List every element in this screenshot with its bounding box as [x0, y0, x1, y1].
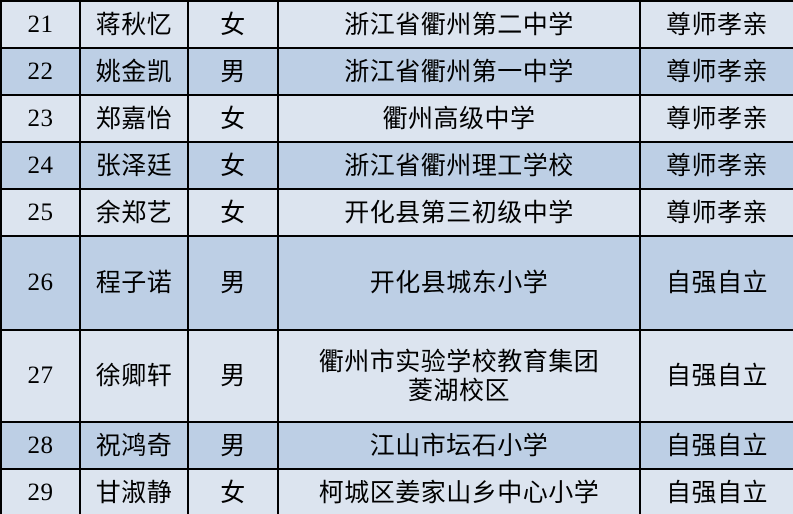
- table-row[interactable]: 25 余郑艺女 开化县第三初级中学 尊师孝亲: [0, 188, 793, 237]
- cell-name[interactable]: 余郑艺: [79, 188, 189, 237]
- cell-honor[interactable]: 尊师孝亲: [639, 188, 793, 237]
- cell-honor[interactable]: 尊师孝亲: [639, 47, 793, 96]
- cell-gender[interactable]: 女: [187, 188, 279, 237]
- cell-number[interactable]: 21: [0, 0, 81, 49]
- table-row[interactable]: 29 甘淑静女 柯城区姜家山乡中心小学 自强自立: [0, 468, 793, 514]
- cell-gender[interactable]: 女: [187, 0, 279, 49]
- school-name-line: 浙江省衢州第二中学: [344, 9, 574, 39]
- cell-gender[interactable]: 男: [187, 235, 279, 331]
- cell-school[interactable]: 浙江省衢州第二中学: [277, 0, 641, 49]
- cell-name[interactable]: 祝鸿奇: [79, 421, 189, 470]
- cell-name[interactable]: 蒋秋忆: [79, 0, 189, 49]
- cell-number[interactable]: 29: [0, 468, 81, 514]
- cell-school[interactable]: 柯城区姜家山乡中心小学: [277, 468, 641, 514]
- school-name-line: 开化县城东小学: [369, 268, 549, 298]
- cell-gender[interactable]: 男: [187, 47, 279, 96]
- table-row[interactable]: 21 蒋秋忆女 浙江省衢州第二中学 尊师孝亲: [0, 0, 793, 49]
- table-row[interactable]: 22 姚金凯男 浙江省衢州第一中学 尊师孝亲: [0, 47, 793, 96]
- cell-school[interactable]: 江山市坛石小学: [277, 421, 641, 470]
- cell-name[interactable]: 程子诺: [79, 235, 189, 331]
- cell-number[interactable]: 26: [0, 235, 81, 331]
- school-name-line: 衢州高级中学: [382, 103, 536, 133]
- cell-honor[interactable]: 尊师孝亲: [639, 141, 793, 190]
- school-name-line: 柯城区姜家山乡中心小学: [318, 477, 600, 507]
- cell-school[interactable]: 衢州高级中学: [277, 94, 641, 143]
- cell-honor[interactable]: 自强自立: [639, 421, 793, 470]
- cell-gender[interactable]: 女: [187, 94, 279, 143]
- cell-school[interactable]: 浙江省衢州第一中学: [277, 47, 641, 96]
- cell-honor[interactable]: 自强自立: [639, 468, 793, 514]
- cell-number[interactable]: 27: [0, 329, 81, 423]
- table-row[interactable]: 23 郑嘉怡女 衢州高级中学 尊师孝亲: [0, 94, 793, 143]
- school-name-line: 开化县第三初级中学: [344, 197, 574, 227]
- cell-gender[interactable]: 女: [187, 141, 279, 190]
- cell-number[interactable]: 24: [0, 141, 81, 190]
- school-name-line: 衢州市实验学校教育集团: [318, 346, 600, 376]
- cell-gender[interactable]: 男: [187, 329, 279, 423]
- school-name-line: 浙江省衢州第一中学: [344, 56, 574, 86]
- table-row[interactable]: 28 祝鸿奇男 江山市坛石小学 自强自立: [0, 421, 793, 470]
- cell-school[interactable]: 衢州市实验学校教育集团 菱湖校区: [277, 329, 641, 423]
- school-name-line: 浙江省衢州理工学校: [344, 150, 574, 180]
- cell-name[interactable]: 姚金凯: [79, 47, 189, 96]
- table-row[interactable]: 27 徐卿轩男衢州市实验学校教育集团 菱湖校区 自强自立: [0, 329, 793, 423]
- cell-number[interactable]: 23: [0, 94, 81, 143]
- cell-school[interactable]: 开化县城东小学: [277, 235, 641, 331]
- cell-school[interactable]: 开化县第三初级中学: [277, 188, 641, 237]
- cell-honor[interactable]: 尊师孝亲: [639, 0, 793, 49]
- cell-name[interactable]: 徐卿轩: [79, 329, 189, 423]
- school-name-line: 菱湖校区: [407, 376, 510, 405]
- school-name-line: 江山市坛石小学: [369, 430, 549, 460]
- cell-gender[interactable]: 男: [187, 421, 279, 470]
- table-row[interactable]: 26 程子诺男 开化县城东小学 自强自立: [0, 235, 793, 331]
- cell-name[interactable]: 张泽廷: [79, 141, 189, 190]
- cell-school[interactable]: 浙江省衢州理工学校: [277, 141, 641, 190]
- cell-number[interactable]: 25: [0, 188, 81, 237]
- table-row[interactable]: 24 张泽廷女 浙江省衢州理工学校 尊师孝亲: [0, 141, 793, 190]
- cell-honor[interactable]: 自强自立: [639, 235, 793, 331]
- cell-name[interactable]: 郑嘉怡: [79, 94, 189, 143]
- cell-gender[interactable]: 女: [187, 468, 279, 514]
- cell-name[interactable]: 甘淑静: [79, 468, 189, 514]
- cell-number[interactable]: 28: [0, 421, 81, 470]
- cell-honor[interactable]: 尊师孝亲: [639, 94, 793, 143]
- cell-honor[interactable]: 自强自立: [639, 329, 793, 423]
- cell-number[interactable]: 22: [0, 47, 81, 96]
